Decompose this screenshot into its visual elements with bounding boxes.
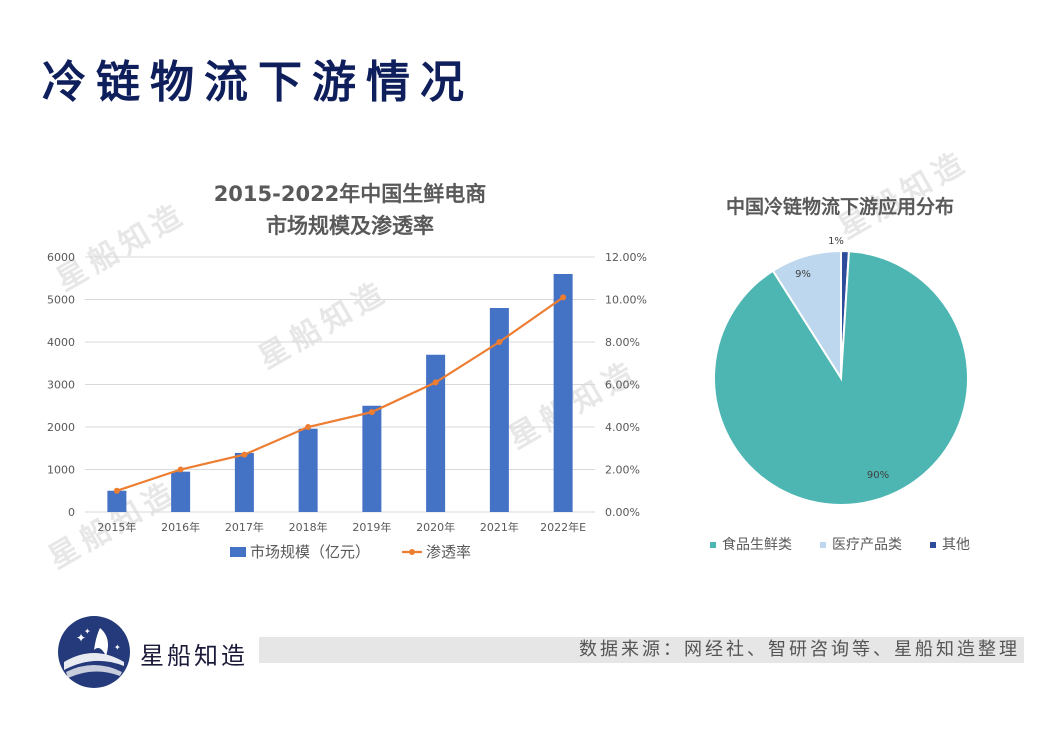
y-left-tick-label: 5000 (47, 294, 75, 307)
bar-line-chart: 0 1000 2000 3000 4000 5000 6000 0.00% 2.00% 4.00%… (47, 251, 647, 561)
svg-text:✦: ✦ (76, 631, 86, 645)
line-point (560, 294, 567, 301)
y-right-tick-label: 12.00% (605, 251, 647, 264)
pie-chart-title: 中国冷链物流下游应用分布 (725, 196, 954, 218)
penetration-line (116, 296, 564, 492)
legend-swatch-bar (230, 547, 246, 557)
pie-data-label: 9% (795, 269, 811, 280)
y-right-tick-label: 4.00% (605, 421, 640, 434)
y-right-tick-label: 6.00% (605, 379, 640, 392)
bar (553, 274, 573, 512)
line-point (113, 487, 120, 494)
pie-chart: 90% 9% 1% 食品生鲜类 医疗产品类 其他 (710, 236, 970, 553)
legend-label: 医疗产品类 (832, 537, 902, 553)
bar-chart-title: 2015-2022年中国生鲜电商 市场规模及渗透率 (150, 178, 550, 242)
legend-label: 食品生鲜类 (722, 536, 792, 553)
pie-data-label: 1% (828, 236, 844, 247)
svg-text:✦: ✦ (84, 627, 91, 636)
pie-slice (771, 249, 842, 382)
line-point (305, 424, 312, 430)
y-right-tick-label: 8.00% (605, 336, 640, 349)
bar (362, 405, 382, 512)
x-tick-label: 2015年 (97, 520, 136, 534)
y-left-tick-label: 3000 (47, 379, 75, 392)
y-left-tick-label: 0 (68, 506, 75, 519)
y-left-tick-label: 2000 (47, 421, 75, 434)
legend-label-line: 渗透率 (426, 543, 471, 561)
bar (107, 490, 127, 512)
x-tick-label: 2020年 (416, 520, 455, 534)
bar (489, 308, 509, 512)
line-point (368, 409, 375, 416)
page-title: 冷链物流下游情况 (42, 57, 474, 108)
bar-chart-title-line-1: 2015-2022年中国生鲜电商 (213, 182, 487, 206)
x-tick-label: 2022年E (540, 520, 586, 534)
data-source-text: 数据来源：网经社、智研咨询等、星船知造整理 (579, 639, 1020, 660)
brand-logo: ✦ ✦ ✦ (58, 616, 130, 688)
legend-swatch (820, 542, 826, 548)
x-tick-label: 2017年 (225, 520, 264, 534)
line-point (432, 379, 439, 386)
line-point (496, 339, 503, 345)
legend-swatch (930, 542, 936, 548)
y-right-tick-label: 2.00% (605, 464, 640, 477)
legend-swatch (710, 542, 716, 548)
x-tick-label: 2018年 (289, 520, 328, 534)
y-left-tick-label: 6000 (47, 251, 75, 264)
line-point (177, 466, 184, 473)
y-right-tick-label: 10.00% (605, 294, 647, 307)
x-tick-label: 2021年 (480, 520, 519, 534)
svg-text:✦: ✦ (114, 643, 121, 652)
x-tick-label: 2019年 (352, 520, 391, 534)
y-left-tick-label: 4000 (47, 336, 75, 349)
brand-name: 星船知造 (140, 642, 248, 670)
footer-bar (259, 637, 1024, 663)
pie-data-label: 90% (867, 470, 889, 481)
line-point (241, 451, 248, 458)
bar (298, 428, 318, 512)
legend-swatch-point (409, 549, 415, 555)
legend-label-bar: 市场规模（亿元） (250, 543, 370, 561)
bar (171, 471, 191, 512)
y-right-tick-label: 0.00% (605, 506, 640, 519)
bar (234, 452, 254, 512)
x-tick-label: 2016年 (161, 520, 200, 534)
y-left-tick-label: 1000 (47, 464, 75, 477)
legend-label: 其他 (942, 537, 970, 553)
bar (426, 354, 446, 512)
bar-chart-title-line-2: 市场规模及渗透率 (266, 214, 434, 238)
